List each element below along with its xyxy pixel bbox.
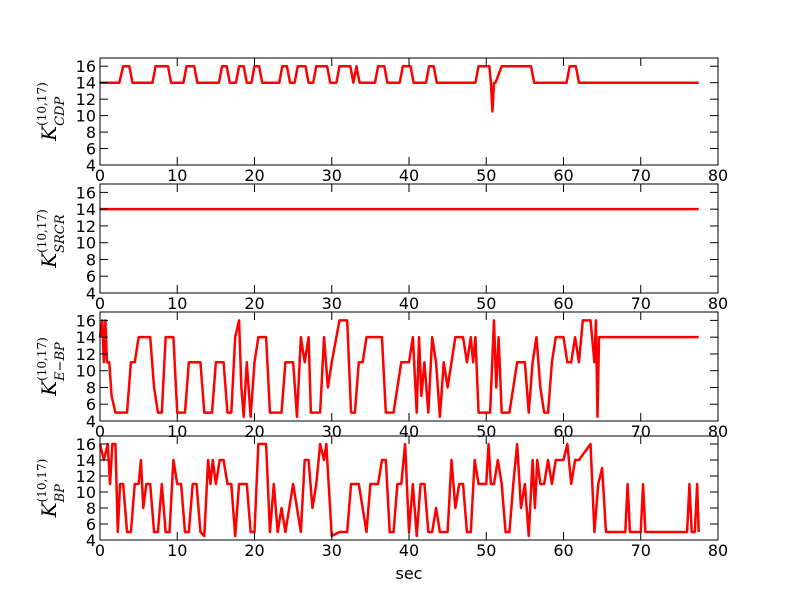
x-tick-label: 0 [95, 166, 105, 185]
y-tick-label: 14 [76, 74, 96, 93]
y-label-sub: SRCR [53, 214, 68, 253]
x-tick-label: 0 [95, 294, 105, 313]
x-tick-label: 30 [322, 166, 342, 185]
y-tick-label: 16 [76, 435, 96, 454]
y-tick-label: 12 [76, 467, 96, 486]
y-label-sub: E−BP [53, 342, 68, 382]
x-tick-label: 50 [476, 294, 496, 313]
x-tick-label: 0 [95, 541, 105, 560]
x-tick-label: 10 [167, 166, 187, 185]
y-tick-label: 16 [76, 57, 96, 76]
x-tick-label: 20 [244, 166, 264, 185]
y-label-sup: (10,17) [35, 459, 49, 503]
y-tick-label: 10 [76, 234, 96, 253]
y-axis-label: K(10,17) BP [35, 459, 68, 519]
x-tick-label: 60 [553, 541, 573, 560]
y-label-sub: BP [53, 484, 68, 504]
x-tick-label: 60 [553, 166, 573, 185]
y-tick-label: 6 [86, 515, 96, 534]
x-tick-label: 50 [476, 166, 496, 185]
y-tick-label: 10 [76, 362, 96, 381]
y-tick-label: 8 [86, 123, 96, 142]
x-tick-label: 30 [322, 294, 342, 313]
y-axis-label: K(10,17) E−BP [35, 337, 68, 397]
x-tick-label: 50 [476, 541, 496, 560]
y-tick-label: 10 [76, 107, 96, 126]
y-tick-label: 12 [76, 217, 96, 236]
y-tick-label: 8 [86, 378, 96, 397]
y-label-base: K [37, 380, 61, 397]
y-axis-label: K(10,17) SRCR [35, 209, 68, 269]
y-label-sup: (10,17) [35, 82, 49, 126]
y-tick-label: 6 [86, 267, 96, 286]
y-label-sub: CDP [53, 97, 68, 126]
y-tick-label: 14 [76, 200, 96, 219]
y-label-base: K [37, 125, 61, 142]
x-tick-label: 70 [631, 166, 651, 185]
x-tick-label: 80 [708, 166, 728, 185]
y-tick-label: 8 [86, 250, 96, 269]
y-label-sup: (10,17) [35, 337, 49, 381]
y-tick-label: 4 [86, 284, 96, 303]
y-tick-label: 16 [76, 183, 96, 202]
data-line [98, 442, 700, 538]
x-tick-label: 20 [244, 541, 264, 560]
y-tick-label: 10 [76, 483, 96, 502]
y-tick-label: 14 [76, 451, 96, 470]
x-tick-label: 80 [708, 294, 728, 313]
x-tick-label: 10 [167, 541, 187, 560]
y-tick-label: 6 [86, 140, 96, 159]
y-tick-label: 16 [76, 311, 96, 330]
y-tick-label: 4 [86, 156, 96, 175]
y-tick-label: 12 [76, 345, 96, 364]
y-axis-label: K(10,17) CDP [35, 82, 68, 142]
y-tick-label: 4 [86, 412, 96, 431]
x-tick-label: 70 [631, 541, 651, 560]
y-tick-label: 14 [76, 328, 96, 347]
x-tick-label: 80 [708, 541, 728, 560]
x-tick-label: 0 [95, 422, 105, 441]
y-tick-label: 8 [86, 499, 96, 518]
data-line [98, 319, 699, 419]
x-tick-label: 70 [631, 294, 651, 313]
x-tick-label: 20 [244, 294, 264, 313]
y-tick-label: 4 [86, 531, 96, 550]
x-tick-label: 10 [167, 294, 187, 313]
x-tick-label: 40 [399, 166, 419, 185]
y-tick-label: 6 [86, 395, 96, 414]
x-tick-label: 40 [399, 541, 419, 560]
x-tick-label: 30 [322, 541, 342, 560]
y-label-base: K [37, 501, 61, 518]
y-tick-label: 12 [76, 90, 96, 109]
x-tick-label: 40 [399, 294, 419, 313]
x-axis-label: sec [396, 564, 423, 583]
x-tick-label: 60 [553, 294, 573, 313]
data-line [100, 64, 699, 113]
y-label-sup: (10,17) [35, 209, 49, 253]
y-label-base: K [37, 252, 61, 269]
